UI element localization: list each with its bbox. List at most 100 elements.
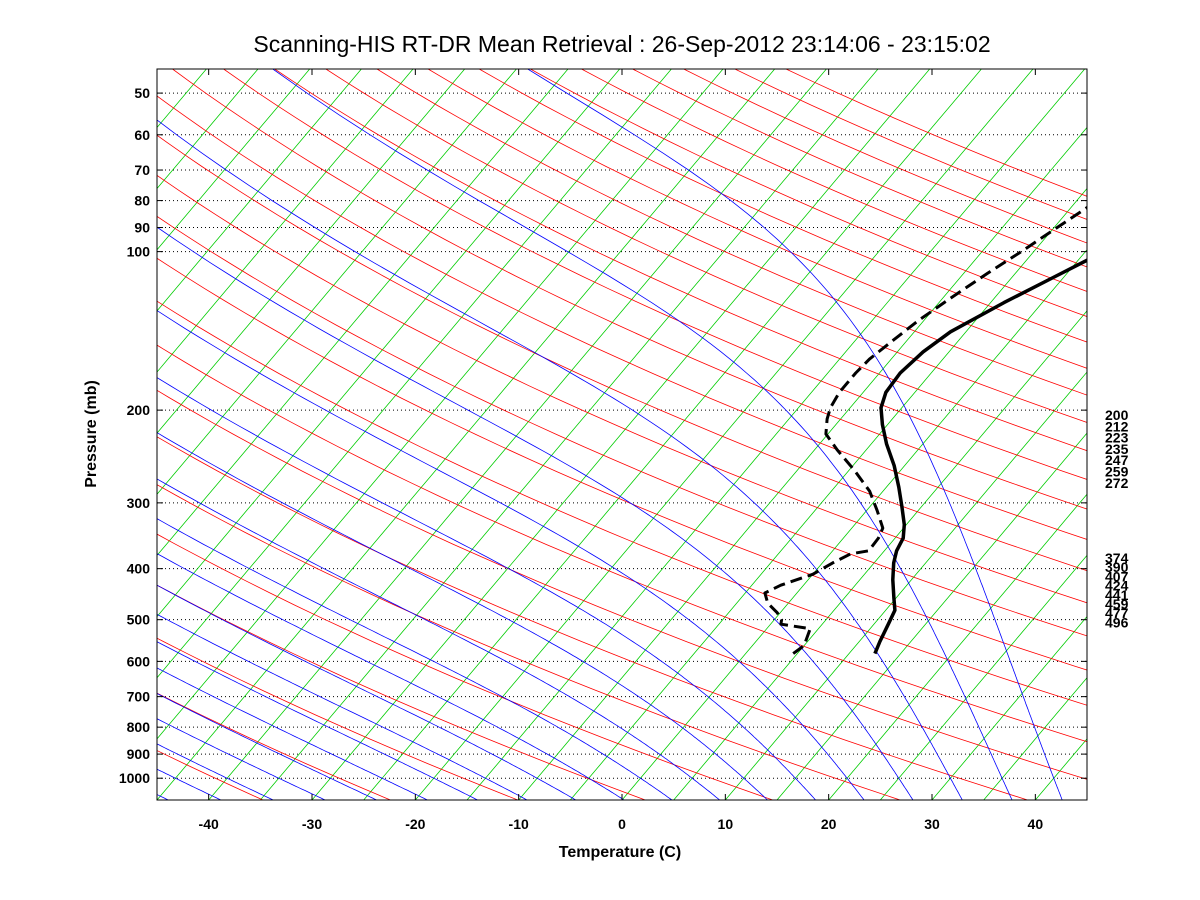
dry-adiabat-line [581,69,1087,292]
thermodynamic-background [157,69,1087,800]
dry-adiabat-line [172,69,1087,510]
x-tick-label: -30 [302,816,322,832]
moist-adiabat-line [157,310,865,800]
y-tick-label: 100 [127,244,151,260]
theta-label: 259 [1105,464,1129,480]
isotherm-line [414,69,1034,800]
sounding-profiles [763,205,1087,655]
x-tick-label: 0 [618,816,626,832]
moist-adiabat-line [157,377,817,800]
theta-label: 459 [1105,596,1129,612]
theta-label: 235 [1105,441,1129,457]
moist-adiabat-line [157,667,429,800]
theta-label: 424 [1105,578,1129,594]
isotherm-line [157,69,569,557]
y-tick-label: 70 [134,162,150,178]
y-axis-label: Pressure (mb) [83,380,100,488]
dry-adiabat-line [157,484,901,800]
isotherm-line [879,554,1087,800]
dry-adiabat-line [157,134,1087,572]
dry-adiabat-line [734,69,1087,220]
isotherm-line [157,69,311,251]
pressure-gridlines [157,92,1087,779]
dry-adiabat-line [157,436,1028,800]
x-axis-ticks: -40 -30 -20 -10 0 10 20 30 40 [199,69,1044,832]
x-tick-label: 30 [924,816,940,832]
moist-adiabat-line [157,478,721,800]
dry-adiabat-line [157,95,1087,540]
dry-adiabat-line [427,69,1087,369]
chart-title: Scanning-HIS RT-DR Mean Retrieval : 26-S… [253,31,990,57]
dry-adiabat-line [274,69,1087,452]
dry-adiabat-line [325,69,1087,423]
y-tick-label: 700 [127,689,151,705]
dry-adiabat-line [785,69,1087,197]
isotherm-line [931,615,1087,800]
isotherm-line [157,69,466,434]
isotherm-line [673,310,1087,800]
isotherm-line [157,69,362,312]
moist-adiabat-line [157,226,914,800]
y-tick-label: 300 [127,495,151,511]
dry-adiabat-line [632,69,1087,268]
dry-adiabat-line [157,257,1087,671]
x-tick-label: -40 [199,816,219,832]
dry-adiabat-line [376,69,1087,396]
theta-label: 496 [1105,614,1129,630]
isotherm-line [157,69,776,800]
y-tick-label: 60 [134,127,150,143]
isotherm-line [311,69,931,800]
dry-adiabat-line [683,69,1087,244]
moist-adiabat-line [272,69,1013,800]
x-tick-label: -20 [405,816,425,832]
y-tick-label: 600 [127,653,151,669]
theta-label: 441 [1105,587,1129,603]
y-tick-label: 80 [134,193,150,209]
isotherm-line [157,69,517,495]
theta-labels: 2002122232352472592723743904074244414594… [1105,407,1129,630]
moist-adiabat-line [157,518,673,800]
x-tick-label: 20 [821,816,837,832]
x-tick-label: 10 [718,816,734,832]
dry-adiabat-line [157,584,646,800]
x-axis-label: Temperature (C) [559,844,681,861]
moist-adiabat-line [157,743,275,800]
dry-adiabat-line [157,637,518,800]
theta-label: 390 [1105,559,1129,575]
isotherm-line [621,249,1087,800]
moist-adiabat-line [157,641,479,800]
dry-adiabat-line [157,174,1087,604]
isotherm-line [724,371,1087,800]
isotherm-line [828,493,1087,800]
dashed-profile-line [763,205,1087,655]
theta-label: 374 [1105,550,1129,566]
moist-adiabat-line [157,613,528,800]
y-tick-label: 500 [127,612,151,628]
moist-adiabat-line [527,69,1063,800]
y-tick-label: 400 [127,561,151,577]
y-axis-ticks: 50 60 70 80 90 100 200 300 400 500 600 700 800 900 100… [119,85,1087,786]
moist-adiabat-line [157,432,769,800]
theta-label: 212 [1105,418,1129,434]
y-tick-label: 200 [127,402,151,418]
x-tick-label: 40 [1028,816,1044,832]
y-tick-label: 50 [134,85,150,101]
theta-label: 477 [1105,605,1129,621]
dry-adiabat-line [157,300,1087,706]
isotherm-line [466,69,1086,800]
dry-adiabat-line [530,69,1087,317]
isotherm-line [157,69,414,373]
theta-label: 407 [1105,568,1129,584]
moist-adiabat-line [157,693,378,800]
theta-label: 247 [1105,452,1129,468]
isotherm-line [776,432,1087,800]
y-tick-label: 1000 [119,770,150,786]
theta-label: 200 [1105,407,1129,423]
isotherm-line [208,69,827,800]
dry-adiabat-line [479,69,1087,343]
solid-profile-line [873,258,1087,655]
isotherm-line [157,69,724,740]
theta-label: 223 [1105,430,1129,446]
moist-adiabat-line [157,553,625,800]
